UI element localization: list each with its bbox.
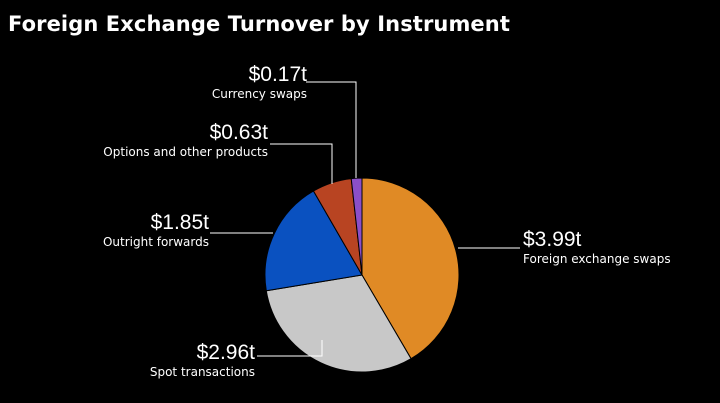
chart-title: Foreign Exchange Turnover by Instrument <box>8 12 510 36</box>
category-label: Spot transactions <box>149 365 255 379</box>
value-label: $2.96t <box>196 341 255 364</box>
slice-label-outright-forwards: $1.85t Outright forwards <box>103 212 209 248</box>
category-label: Foreign exchange swaps <box>523 252 671 266</box>
leader-currency-swaps <box>306 81 357 178</box>
slice-label-fx-swaps: $3.99t Foreign exchange swaps <box>523 229 671 265</box>
leader-options <box>270 143 333 184</box>
leader-spot-transactions <box>257 340 323 357</box>
pie-slice-foreign-exchange-swaps <box>361 177 460 360</box>
slice-label-spot-transactions: $2.96t Spot transactions <box>150 342 255 378</box>
category-label: Options and other products <box>103 145 268 159</box>
pie-slice-spot-transactions <box>265 274 412 373</box>
slice-label-options: $0.63t Options and other products <box>103 122 268 158</box>
value-label: $0.17t <box>248 63 307 86</box>
category-label: Currency swaps <box>211 87 307 101</box>
value-label: $3.99t <box>523 228 582 251</box>
pie-slice-outright-forwards <box>264 190 363 292</box>
pie-slice-currency-swaps <box>350 177 363 276</box>
value-label: $0.63t <box>209 121 268 144</box>
value-label: $1.85t <box>150 211 209 234</box>
category-label: Outright forwards <box>102 235 209 249</box>
slice-label-currency-swaps: $0.17t Currency swaps <box>212 64 307 100</box>
